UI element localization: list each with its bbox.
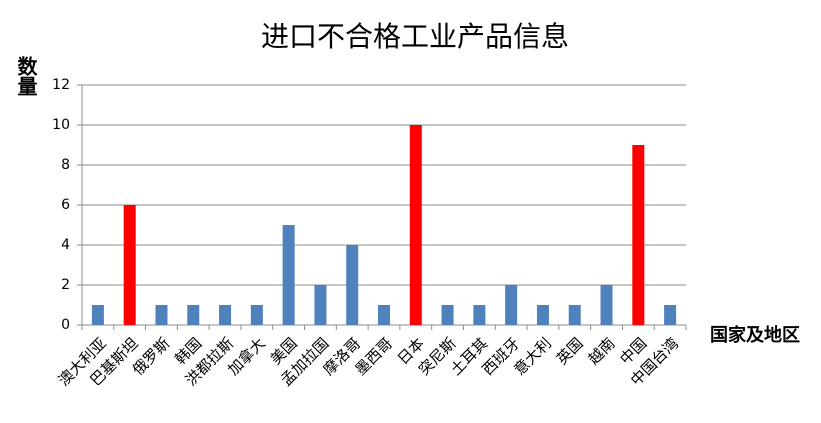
chart-title: 进口不合格工业产品信息 (261, 20, 569, 53)
bar (250, 305, 263, 325)
bar (473, 305, 486, 325)
y-tick-label: 8 (61, 157, 70, 173)
bar (378, 305, 390, 325)
bar (568, 305, 581, 325)
y-tick-label: 12 (52, 77, 70, 93)
x-tick-label: 英国 (553, 334, 587, 368)
bar (314, 285, 327, 325)
x-tick-label: 越南 (585, 334, 619, 368)
y-tick-label: 6 (61, 197, 70, 213)
bar (282, 225, 295, 325)
y-tick-label: 10 (52, 117, 70, 133)
bar (632, 145, 645, 325)
y-tick-label: 4 (61, 237, 70, 253)
bar (536, 305, 549, 325)
bar (91, 305, 104, 325)
x-axis-label: 国家及地区 (710, 324, 800, 346)
bar (505, 285, 518, 325)
bar (664, 305, 677, 325)
bar (409, 125, 422, 325)
bar (346, 245, 359, 325)
bar (441, 305, 454, 325)
bar (600, 285, 613, 325)
y-axis-label: 数量 (14, 55, 38, 96)
bar (123, 205, 136, 325)
bar (187, 305, 200, 325)
y-tick-label: 0 (61, 317, 70, 333)
y-tick-label: 2 (61, 277, 70, 293)
bar (155, 305, 168, 325)
bar (219, 305, 232, 325)
